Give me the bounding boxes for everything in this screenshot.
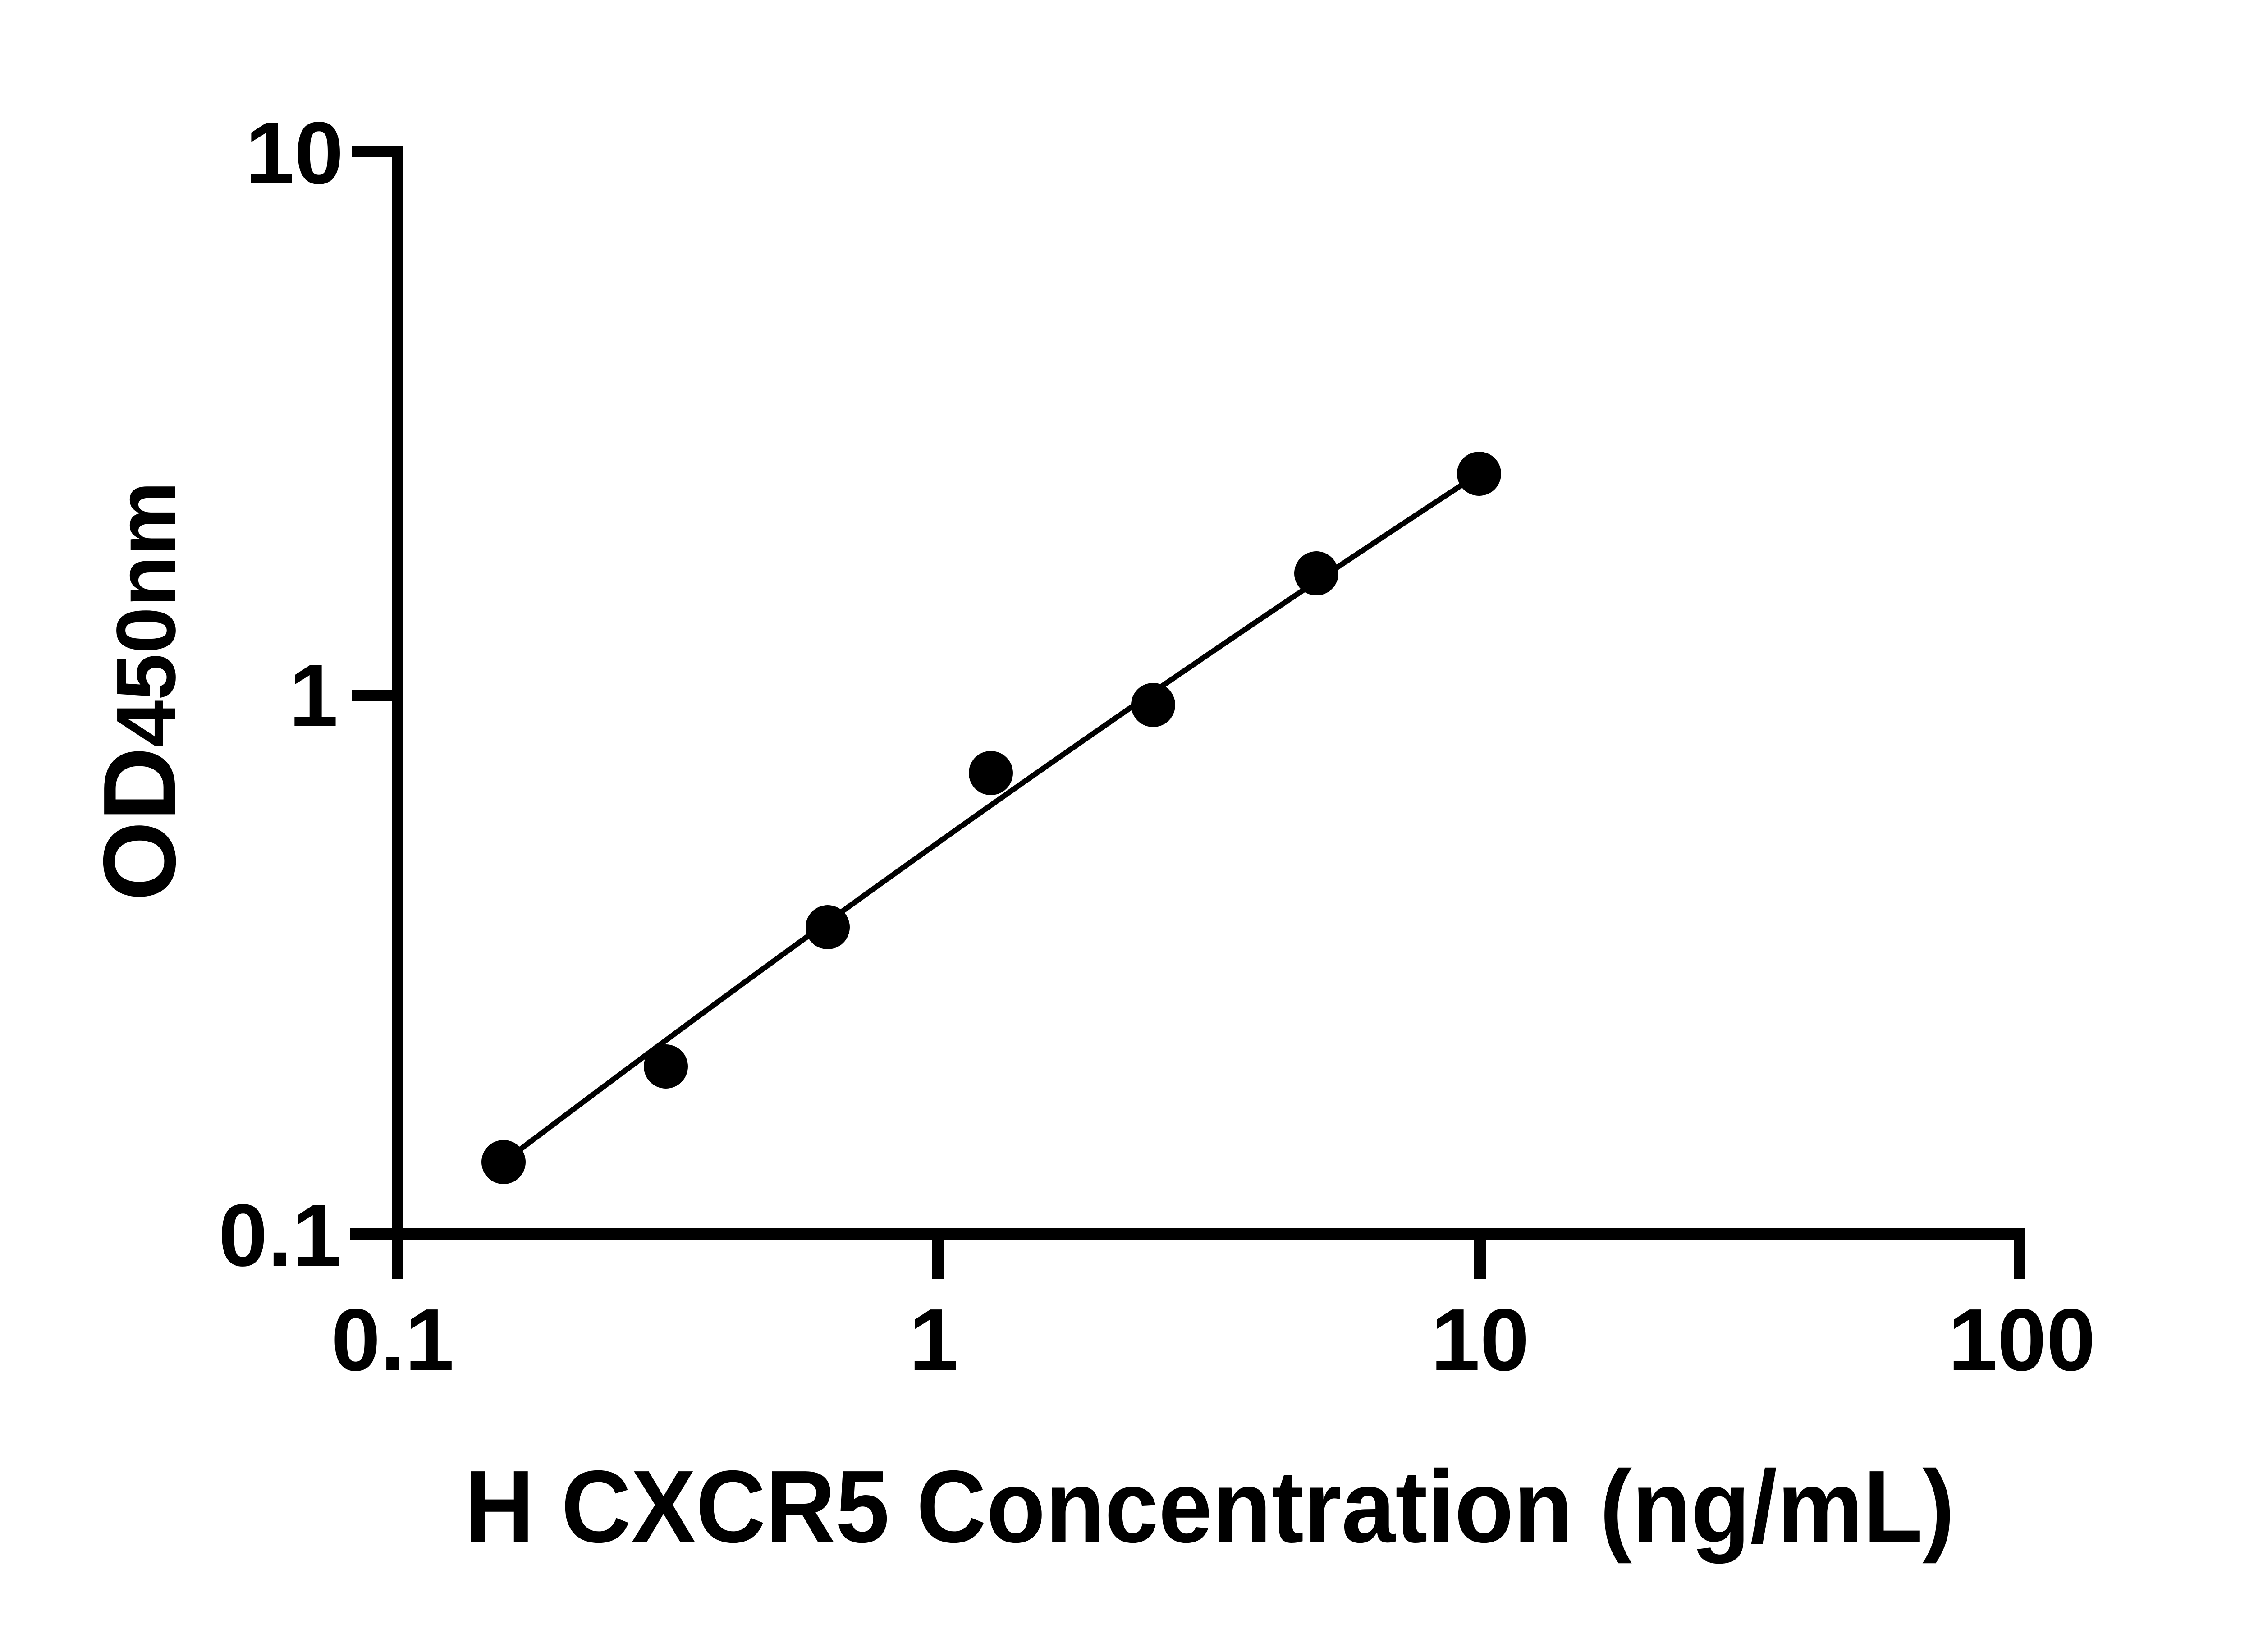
svg-text:100: 100 xyxy=(1948,1290,2095,1389)
svg-text:H CXCR5 Concentration (ng/mL): H CXCR5 Concentration (ng/mL) xyxy=(464,1449,1955,1564)
svg-text:0.1: 0.1 xyxy=(331,1290,454,1389)
svg-text:10: 10 xyxy=(1431,1290,1529,1389)
svg-text:10: 10 xyxy=(245,104,344,202)
svg-text:1: 1 xyxy=(289,646,338,745)
svg-text:1: 1 xyxy=(909,1290,958,1389)
svg-text:0.1: 0.1 xyxy=(219,1186,341,1285)
svg-text:OD450nm: OD450nm xyxy=(82,481,197,901)
